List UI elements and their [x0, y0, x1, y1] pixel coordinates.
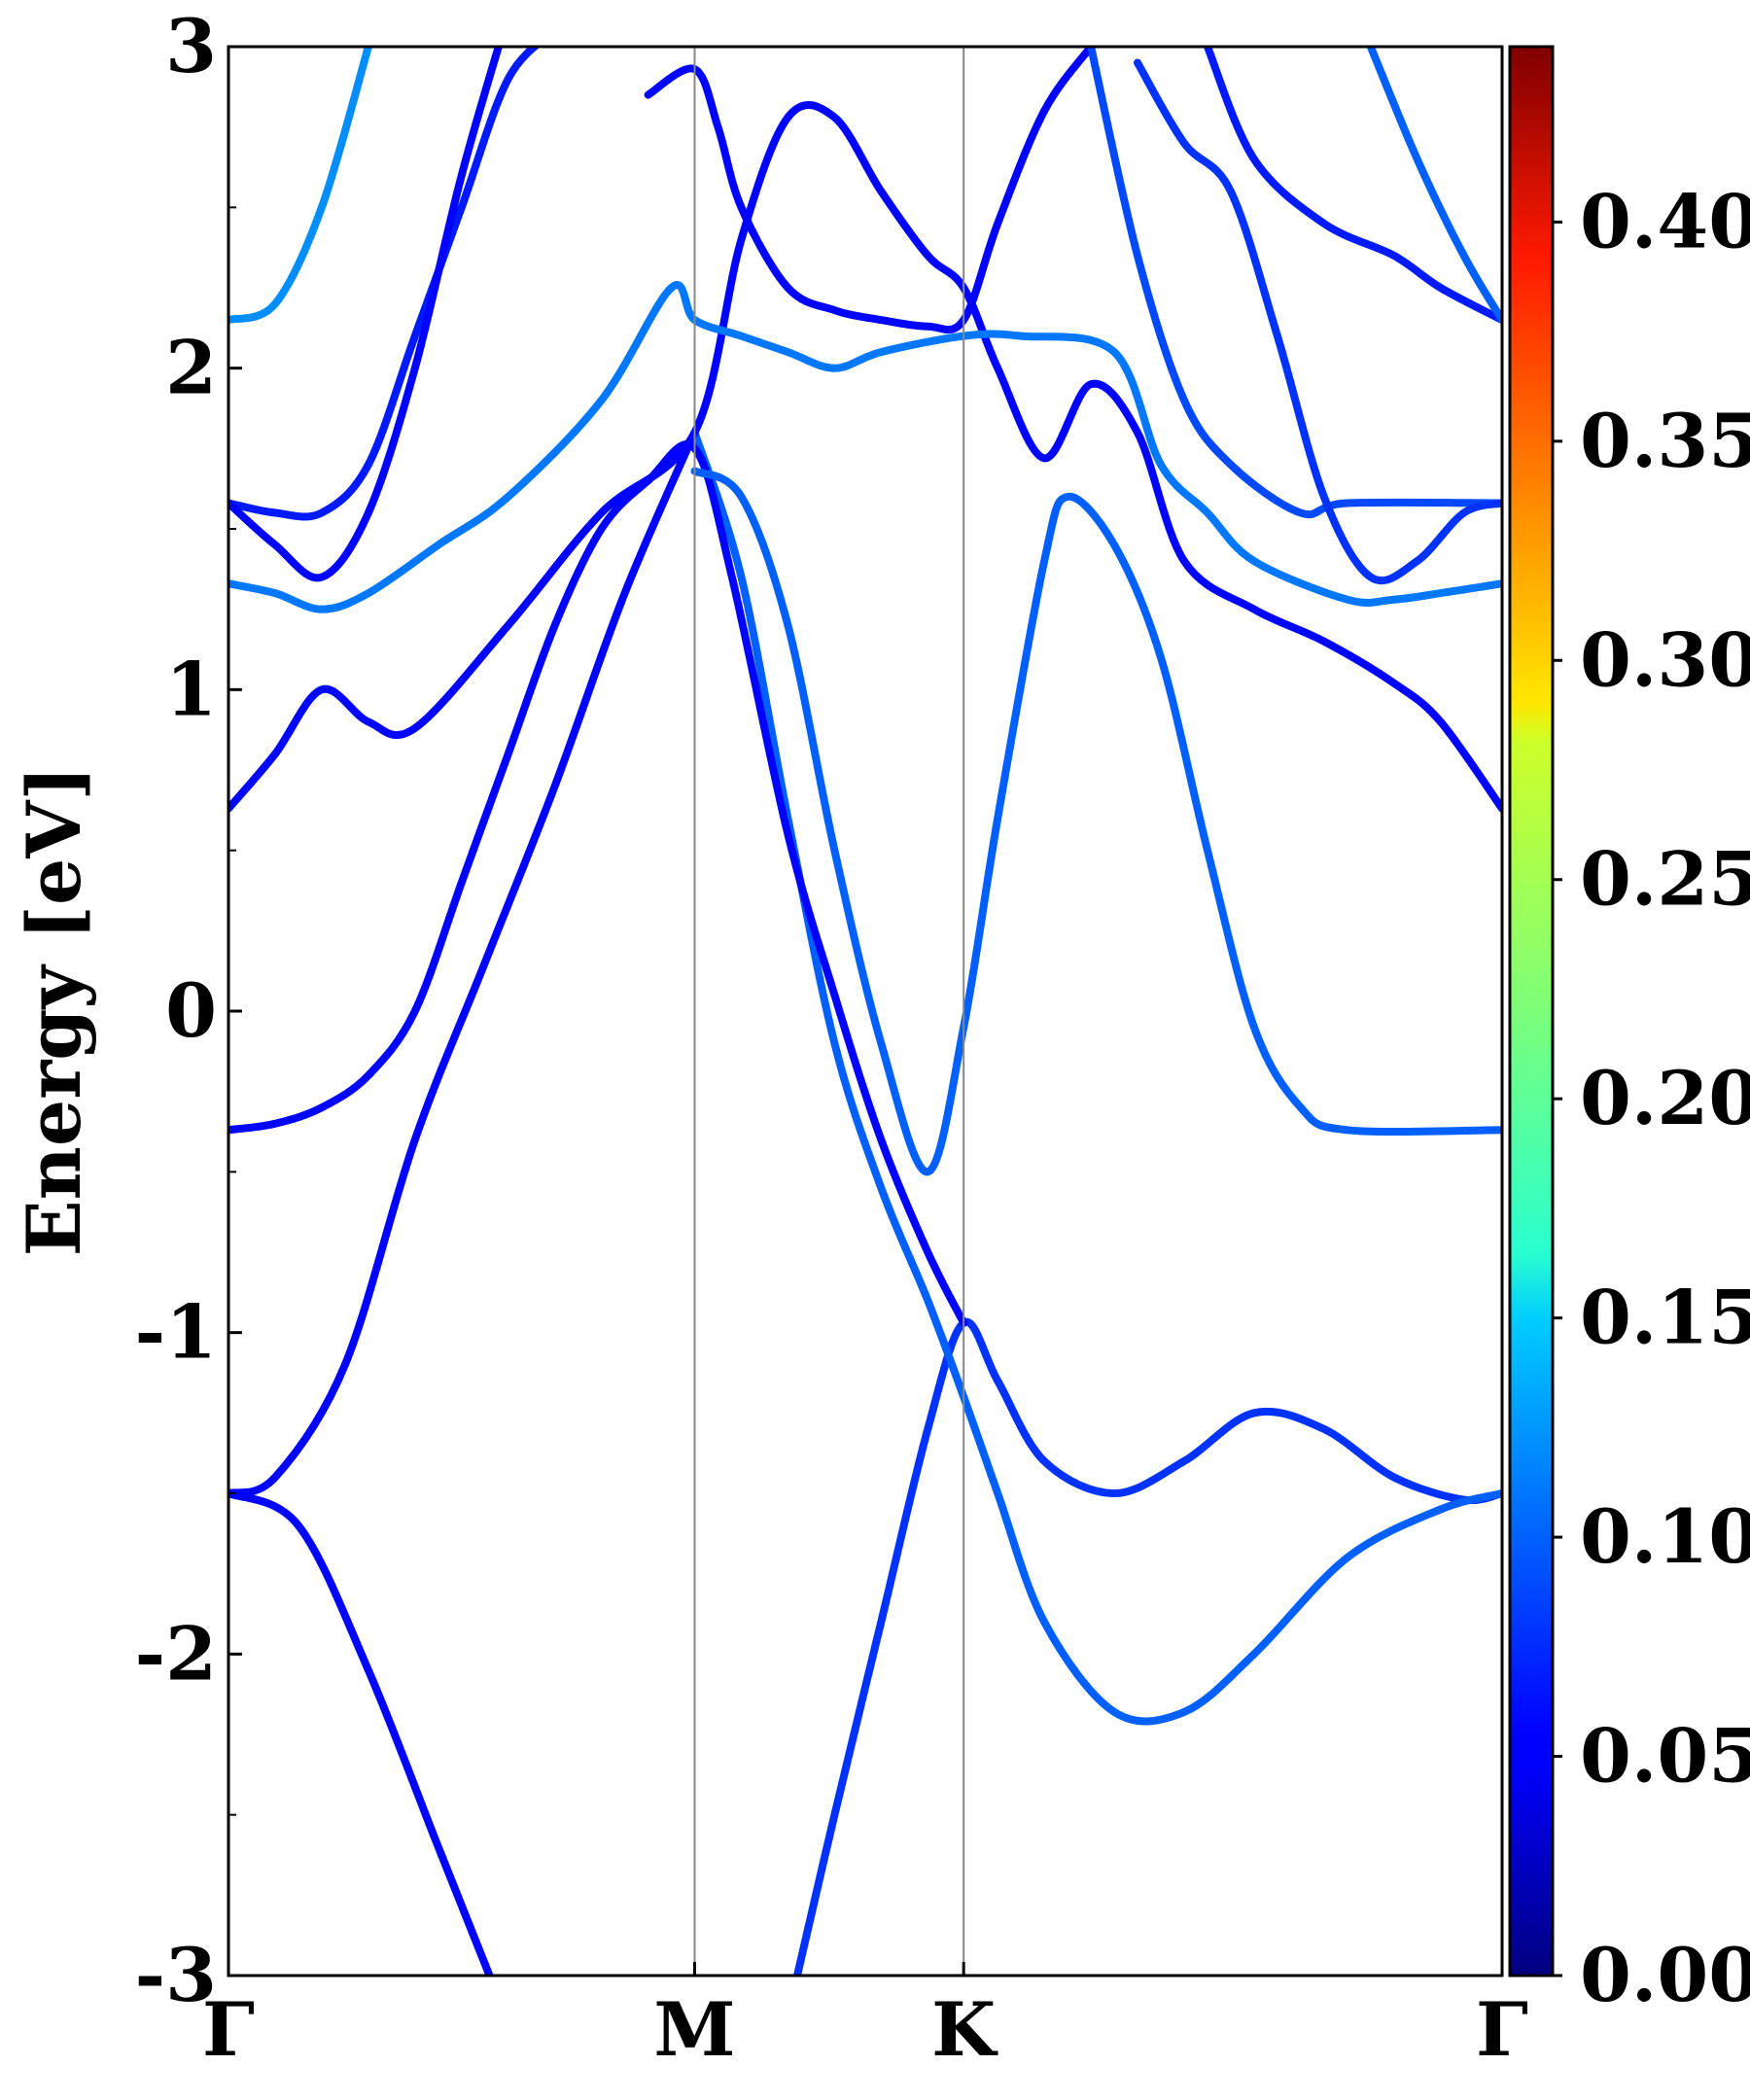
- band-lines: [228, 47, 1502, 1976]
- band-1: [228, 1489, 494, 1976]
- colorbar-tick-label: 0.05: [1580, 1713, 1750, 1800]
- colorbar-tick-label: 0.15: [1580, 1275, 1750, 1361]
- band-5: [228, 440, 968, 1327]
- band-11: [644, 47, 1096, 333]
- x-tick-label: K: [931, 1986, 998, 2073]
- band-10: [228, 47, 504, 582]
- colorbar-tick-label: 0.20: [1580, 1055, 1750, 1141]
- band-6: [690, 467, 1502, 1176]
- band-3: [793, 1317, 1502, 1976]
- y-axis-ticks: 3 2 1 0 -1 -2 -3: [135, 3, 242, 2018]
- band-8: [228, 281, 1502, 613]
- colorbar-tick-label: 0.00: [1580, 1932, 1750, 2018]
- band-15: [228, 47, 372, 325]
- y-tick-label: 0: [165, 967, 217, 1054]
- band-4: [690, 428, 1502, 1726]
- colorbar-ticks: 0.00 0.05 0.10 0.15 0.20 0.25 0.30 0.35 0.40: [1553, 178, 1750, 2018]
- y-tick-label: 1: [165, 646, 217, 732]
- kpoint-divider-lines: [693, 47, 965, 1976]
- y-tick-label: -3: [135, 1932, 217, 2018]
- colorbar: [1508, 45, 1555, 1978]
- band-16: [1366, 47, 1502, 325]
- x-tick-label: Γ: [202, 1986, 255, 2073]
- colorbar-tick-label: 0.25: [1580, 836, 1750, 923]
- band-9: [228, 47, 542, 521]
- y-tick-label: 2: [165, 325, 217, 411]
- band-2: [228, 428, 699, 1497]
- y-axis-label: Energy [eV]: [11, 766, 97, 1257]
- band-13: [1204, 47, 1502, 325]
- colorbar-tick-label: 0.40: [1580, 178, 1750, 264]
- x-tick-label: M: [653, 1986, 735, 2073]
- colorbar-tick-label: 0.30: [1580, 616, 1750, 703]
- x-tick-label: Γ: [1476, 1986, 1528, 2073]
- band-12: [1087, 47, 1502, 519]
- colorbar-tick-label: 0.10: [1580, 1493, 1750, 1580]
- y-tick-label: 3: [165, 3, 217, 89]
- colorbar-tick-label: 0.35: [1580, 398, 1750, 484]
- y-tick-label: -1: [135, 1289, 217, 1376]
- band-14: [1134, 58, 1502, 585]
- y-tick-label: -2: [135, 1610, 217, 1697]
- band-7: [228, 100, 1502, 813]
